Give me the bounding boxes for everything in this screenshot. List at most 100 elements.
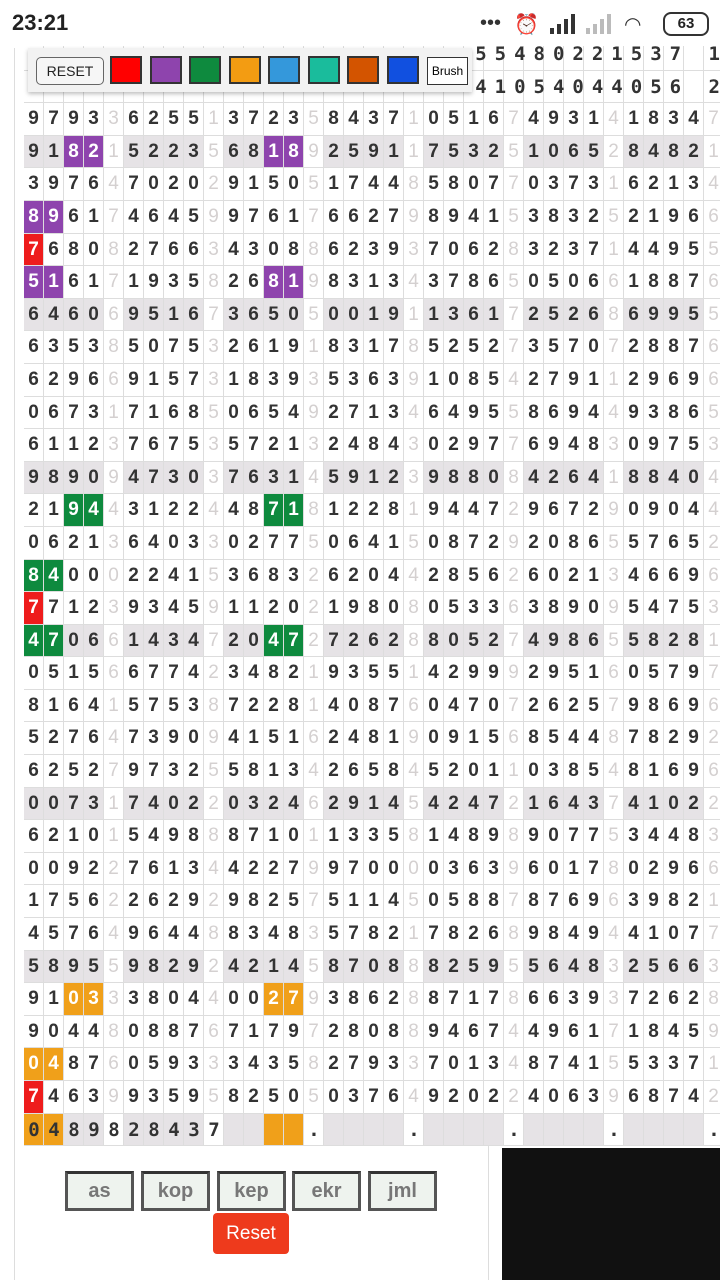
digit-cell[interactable]: 2 (84, 852, 104, 886)
digit-cell[interactable]: 5 (384, 820, 404, 853)
digit-cell[interactable]: 2 (284, 657, 304, 690)
digit-cell[interactable]: 8 (644, 1081, 664, 1114)
separator-cell[interactable]: 8 (404, 983, 424, 1016)
separator-cell[interactable]: 1 (704, 135, 720, 169)
digit-cell[interactable]: 4 (564, 950, 584, 984)
digit-cell[interactable]: 0 (244, 983, 264, 1016)
digit-cell[interactable]: 1 (364, 787, 384, 821)
digit-cell[interactable]: 4 (164, 559, 184, 593)
digit-cell[interactable]: 3 (224, 559, 244, 593)
separator-cell[interactable] (704, 38, 720, 71)
digit-cell[interactable]: 2 (684, 885, 704, 919)
separator-cell[interactable]: 8 (404, 168, 424, 201)
separator-cell[interactable]: 3 (604, 429, 624, 462)
digit-cell[interactable]: 5 (444, 135, 464, 169)
digit-cell[interactable]: 6 (344, 755, 364, 788)
digit-cell[interactable]: 1 (264, 755, 284, 788)
digit-cell[interactable]: 0 (384, 592, 404, 625)
digit-cell[interactable]: 1 (524, 787, 544, 821)
digit-cell[interactable]: 8 (224, 820, 244, 853)
digit-cell[interactable]: 0 (564, 266, 584, 299)
digit-cell[interactable]: 8 (64, 135, 84, 169)
digit-cell[interactable]: 3 (24, 168, 44, 201)
separator-cell[interactable]: 3 (604, 983, 624, 1016)
digit-cell[interactable]: 9 (464, 429, 484, 462)
digit-cell[interactable]: 9 (44, 168, 64, 201)
digit-cell[interactable]: 2 (124, 885, 144, 919)
digit-cell[interactable] (684, 38, 704, 71)
brush-button[interactable]: Brush (427, 57, 468, 85)
digit-cell[interactable]: 0 (424, 592, 444, 625)
separator-cell[interactable]: 4 (604, 396, 624, 430)
separator-cell[interactable]: 1 (404, 135, 424, 169)
digit-cell[interactable]: 7 (484, 494, 504, 527)
digit-cell[interactable]: 9 (64, 363, 84, 397)
digit-cell[interactable]: 4 (244, 1048, 264, 1081)
digit-cell[interactable]: 8 (284, 918, 304, 951)
digit-cell[interactable]: 1 (144, 363, 164, 397)
digit-cell[interactable]: 2 (484, 1081, 504, 1114)
digit-cell[interactable]: 4 (384, 429, 404, 462)
digit-cell[interactable]: 3 (124, 983, 144, 1016)
separator-cell[interactable]: 8 (204, 266, 224, 299)
digit-cell[interactable]: 8 (64, 1048, 84, 1081)
digit-cell[interactable]: 6 (484, 103, 504, 136)
digit-cell[interactable]: 7 (284, 852, 304, 886)
digit-cell[interactable]: 0 (524, 266, 544, 299)
digit-cell[interactable]: 0 (324, 1081, 344, 1114)
digit-cell[interactable]: 4 (224, 722, 244, 756)
digit-cell[interactable]: 1 (44, 983, 64, 1016)
digit-cell[interactable] (524, 1113, 544, 1147)
digit-cell[interactable]: 8 (324, 266, 344, 299)
digit-cell[interactable]: 9 (344, 592, 364, 625)
digit-cell[interactable]: 0 (264, 233, 284, 267)
digit-cell[interactable]: 8 (564, 526, 584, 560)
digit-cell[interactable]: 9 (64, 852, 84, 886)
digit-cell[interactable]: 9 (664, 852, 684, 886)
digit-cell[interactable]: 9 (144, 266, 164, 299)
digit-cell[interactable] (264, 1113, 284, 1147)
digit-cell[interactable]: 5 (164, 1081, 184, 1114)
digit-cell[interactable]: 7 (424, 135, 444, 169)
separator-cell[interactable]: 7 (504, 298, 524, 332)
digit-cell[interactable]: 1 (324, 592, 344, 625)
color-swatch[interactable] (110, 56, 142, 84)
separator-cell[interactable]: 5 (204, 755, 224, 788)
digit-cell[interactable]: 5 (364, 755, 384, 788)
separator-cell[interactable]: 2 (204, 885, 224, 919)
separator-cell[interactable]: 5 (404, 526, 424, 560)
digit-cell[interactable]: 4 (164, 918, 184, 951)
digit-cell[interactable]: 4 (84, 1015, 104, 1049)
separator-cell[interactable]: 1 (304, 689, 324, 723)
digit-cell[interactable]: 4 (144, 820, 164, 853)
separator-cell[interactable]: 1 (704, 1048, 720, 1081)
digit-cell[interactable]: 8 (224, 1081, 244, 1114)
digit-cell[interactable]: 0 (444, 1048, 464, 1081)
separator-cell[interactable]: 8 (504, 461, 524, 495)
digit-cell[interactable]: 8 (584, 950, 604, 984)
separator-cell[interactable]: 6 (704, 755, 720, 788)
digit-cell[interactable]: 6 (464, 233, 484, 267)
digit-cell[interactable]: 0 (544, 852, 564, 886)
separator-cell[interactable]: 4 (404, 559, 424, 593)
digit-cell[interactable]: 7 (464, 526, 484, 560)
digit-cell[interactable]: 6 (64, 298, 84, 332)
digit-cell[interactable]: 9 (664, 298, 684, 332)
separator-cell[interactable]: 1 (604, 233, 624, 267)
digit-cell[interactable]: 3 (284, 755, 304, 788)
digit-cell[interactable]: 7 (664, 429, 684, 462)
digit-cell[interactable]: 1 (124, 624, 144, 658)
digit-cell[interactable]: 4 (384, 787, 404, 821)
digit-cell[interactable]: 9 (564, 592, 584, 625)
digit-cell[interactable]: 6 (144, 885, 164, 919)
digit-cell[interactable]: 7 (564, 494, 584, 527)
kep-button[interactable]: kep (217, 1171, 286, 1211)
separator-cell[interactable]: 7 (204, 624, 224, 658)
digit-cell[interactable]: 3 (544, 168, 564, 201)
digit-cell[interactable]: 1 (584, 1048, 604, 1081)
digit-cell[interactable]: 9 (384, 298, 404, 332)
digit-cell[interactable]: 0 (44, 1015, 64, 1049)
digit-cell[interactable]: 2 (184, 755, 204, 788)
separator-cell[interactable]: 1 (104, 787, 124, 821)
separator-cell[interactable]: 8 (504, 918, 524, 951)
